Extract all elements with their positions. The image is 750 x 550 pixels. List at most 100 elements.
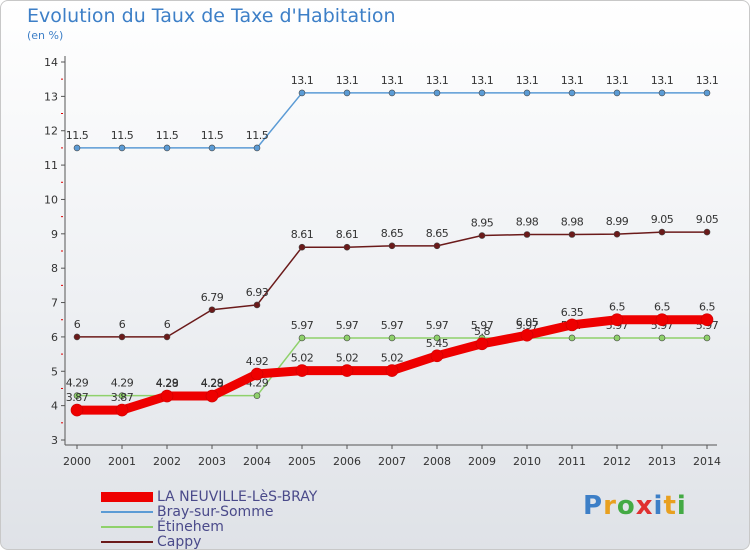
brand-letter: t: [663, 491, 677, 521]
data-label: 13.1: [426, 74, 449, 87]
data-point: [433, 89, 441, 97]
data-label: 4.29: [156, 377, 179, 390]
data-point: [700, 313, 714, 327]
data-label: 3.87: [111, 391, 134, 404]
data-point: [118, 333, 126, 341]
data-point: [613, 230, 621, 238]
brand-letter: i: [653, 491, 664, 521]
data-label: 5.97: [336, 319, 359, 332]
y-tick-label: 10: [44, 193, 58, 206]
data-label: 4.28: [156, 377, 179, 390]
data-label: 8.98: [561, 216, 584, 229]
chart-unit: (en %): [27, 29, 64, 42]
data-point: [208, 306, 216, 314]
data-point: [475, 337, 489, 351]
y-tick-label: 6: [51, 331, 58, 344]
data-label: 8.98: [516, 216, 539, 229]
data-label: 13.1: [651, 74, 674, 87]
data-label: 4.29: [201, 377, 224, 390]
legend-swatch: [101, 511, 153, 513]
brand-letter: r: [603, 491, 617, 521]
data-label: 5.8: [474, 325, 490, 338]
data-point: [253, 144, 261, 152]
data-point: [385, 364, 399, 377]
data-label: 13.1: [291, 74, 314, 87]
data-label: 8.65: [426, 227, 449, 240]
y-tick-label: 3: [51, 434, 58, 447]
data-point: [163, 333, 171, 341]
legend-swatch: [101, 492, 153, 502]
brand-letter: x: [635, 491, 654, 521]
data-point: [73, 392, 81, 399]
x-tick-label: 2002: [153, 455, 181, 468]
x-tick-label: 2008: [423, 455, 451, 468]
data-label: 6.5: [654, 301, 670, 314]
data-label: 6.05: [516, 316, 539, 329]
data-point: [523, 89, 531, 97]
data-label: 13.1: [336, 74, 359, 87]
data-label: 4.92: [246, 355, 269, 368]
data-label: 6.5: [699, 301, 715, 314]
data-point: [433, 334, 441, 342]
data-point: [613, 334, 621, 342]
legend-label: Bray-sur-Somme: [157, 504, 274, 520]
data-label: 11.5: [246, 129, 269, 142]
data-point: [343, 89, 351, 97]
data-point: [343, 243, 351, 251]
data-point: [610, 313, 624, 327]
data-label: 4.29: [66, 377, 89, 390]
data-label: 6.93: [246, 286, 269, 299]
data-point: [613, 89, 621, 97]
data-label: 5.97: [381, 319, 404, 332]
data-label: 3.87: [66, 391, 89, 404]
data-point: [478, 232, 486, 239]
data-label: 9.05: [696, 213, 719, 226]
data-point: [658, 228, 666, 236]
y-tick-label: 11: [44, 159, 58, 172]
data-point: [568, 231, 576, 238]
brand-letter: o: [616, 491, 636, 521]
data-label: 13.1: [696, 74, 719, 87]
data-label: 5.97: [291, 319, 314, 332]
y-tick-label: 5: [51, 365, 58, 378]
data-point: [298, 334, 306, 342]
data-point: [253, 301, 261, 309]
x-tick-label: 2005: [288, 455, 316, 468]
data-point: [565, 318, 579, 332]
data-label: 13.1: [516, 74, 539, 87]
data-label: 13.1: [381, 74, 404, 87]
data-label: 8.61: [336, 228, 359, 241]
legend-swatch: [101, 526, 153, 528]
data-point: [568, 334, 576, 342]
data-point: [208, 144, 216, 152]
y-tick-label: 8: [51, 262, 58, 275]
data-point: [253, 392, 261, 399]
y-tick-label: 13: [44, 90, 58, 103]
brand-letter: P: [583, 491, 604, 521]
data-point: [523, 231, 531, 238]
data-label: 6.79: [201, 291, 224, 304]
y-tick-label: 4: [51, 400, 58, 413]
data-label: 11.5: [66, 129, 89, 142]
data-point: [73, 333, 81, 341]
data-label: 4.29: [111, 377, 134, 390]
x-tick-label: 2003: [198, 455, 226, 468]
x-tick-label: 2009: [468, 455, 496, 468]
data-label: 11.5: [111, 129, 134, 142]
data-label: 5.45: [426, 337, 449, 350]
data-label: 9.05: [651, 213, 674, 226]
data-label: 5.97: [426, 319, 449, 332]
data-point: [655, 313, 669, 327]
y-tick-label: 7: [51, 297, 58, 310]
x-tick-label: 2004: [243, 455, 271, 468]
data-label: 5.02: [336, 352, 359, 365]
data-point: [568, 89, 576, 97]
data-point: [478, 89, 486, 97]
brand-letter: i: [676, 491, 687, 521]
x-tick-label: 2010: [513, 455, 541, 468]
y-tick-label: 14: [44, 56, 58, 69]
data-point: [160, 389, 174, 403]
brand-logo: Proxiti: [583, 491, 687, 521]
data-label: 4.28: [201, 377, 224, 390]
